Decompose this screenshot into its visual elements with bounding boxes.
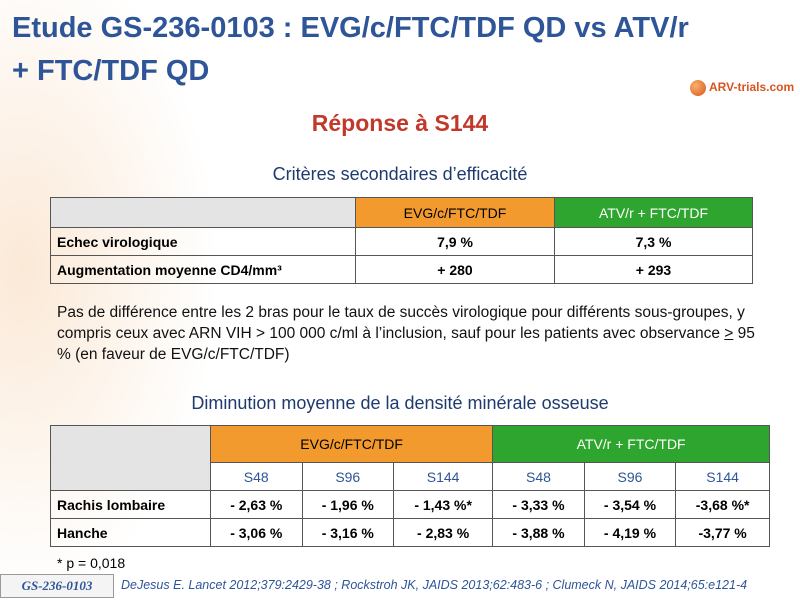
subheader-row: S48 S96 S144 S48 S96 S144 xyxy=(51,462,770,491)
header-cell xyxy=(50,425,211,491)
cell: 7,9 % xyxy=(355,227,555,256)
row: Rachis lombaire - 2,63 % - 1,96 % - 1,43 %*… xyxy=(50,490,770,519)
cell: - 3,16 % xyxy=(301,518,395,547)
cell: - 3,06 % xyxy=(210,518,303,547)
section-heading: Critères secondaires d’efficacité xyxy=(272,164,528,184)
cell: - 3,88 % xyxy=(492,518,585,547)
reference: DeJesus E. Lancet 2012;379:2429-38 ; Roc… xyxy=(121,578,748,592)
cell: - 3,33 % xyxy=(492,490,585,519)
subheader-cell: S96 xyxy=(583,462,677,491)
cell: - 4,19 % xyxy=(583,518,677,547)
section-heading: Diminution moyenne de la densité minéral… xyxy=(191,393,609,413)
footnote: * p = 0,018 xyxy=(57,555,126,571)
text: 95 % (en faveur de EVG/c/FTC/TDF) xyxy=(57,325,755,363)
cell: - 1,43 %* xyxy=(393,490,494,519)
paragraph: Pas de différence entre les 2 bras pour … xyxy=(57,302,769,365)
cell: - 1,96 % xyxy=(301,490,395,519)
cell: - 3,54 % xyxy=(583,490,677,519)
header-cell: EVG/c/FTC/TDF xyxy=(209,425,494,463)
row-label: Echec virologique xyxy=(50,227,356,256)
table: EVG/c/FTC/TDF ATV/r + FTC/TDF Echec viro… xyxy=(50,197,753,284)
cell: + 280 xyxy=(355,255,555,284)
row: Hanche - 3,06 % - 3,16 % - 2,83 % - 3,88 % - … xyxy=(50,518,770,547)
cell: + 293 xyxy=(554,255,753,284)
subtitle: Réponse à S144 xyxy=(311,110,489,136)
header-cell: ATV/r + FTC/TDF xyxy=(492,425,770,463)
cell: -3,68 %* xyxy=(675,490,770,519)
header-cell xyxy=(50,197,356,228)
cell: - 2,63 % xyxy=(210,490,303,519)
cell: 7,3 % xyxy=(554,227,753,256)
subheader-cell: S96 xyxy=(301,462,395,491)
table: EVG/c/FTC/TDF ATV/r + FTC/TDF S48 S96 S144… xyxy=(50,425,770,547)
logo: ARV-trials.com xyxy=(709,80,795,94)
subheader-cell: S48 xyxy=(492,462,585,491)
subheader-cell: S48 xyxy=(210,462,303,491)
cell: - 2,83 % xyxy=(393,518,494,547)
row-label: Hanche xyxy=(50,518,211,547)
badge: GS-236-0103 xyxy=(0,574,114,598)
subheader-cell: S144 xyxy=(393,462,494,491)
symbol: > xyxy=(724,325,734,342)
row-label: Augmentation moyenne CD4/mm³ xyxy=(50,255,356,284)
header-cell: ATV/r + FTC/TDF xyxy=(554,197,753,228)
row-label: Rachis lombaire xyxy=(50,490,211,519)
subheader-cell: S144 xyxy=(675,462,770,491)
header-cell: EVG/c/FTC/TDF xyxy=(355,197,555,228)
cell: -3,77 % xyxy=(675,518,770,547)
logo-icon xyxy=(690,80,706,96)
title: + FTC/TDF QD xyxy=(12,55,210,87)
title: Etude GS-236-0103 : EVG/c/FTC/TDF QD vs … xyxy=(12,12,689,44)
text: Pas de différence entre les 2 bras pour … xyxy=(57,304,745,342)
